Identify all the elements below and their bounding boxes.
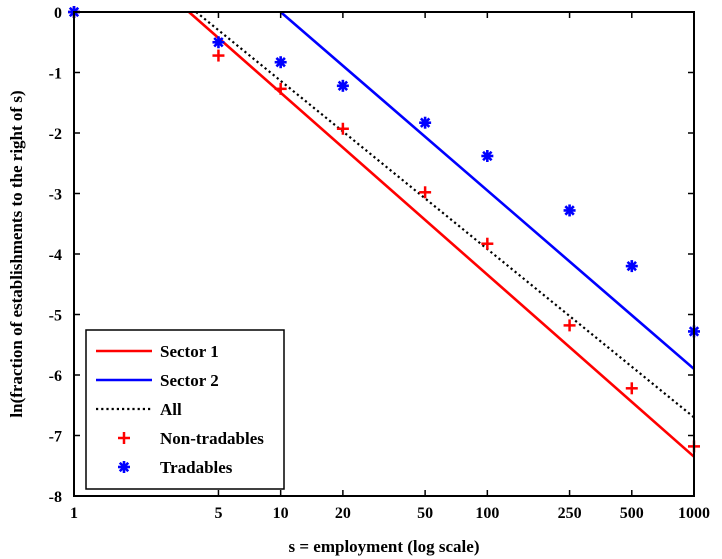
marker-stroke-3 (213, 37, 224, 48)
y-tick-label: -7 (49, 429, 62, 446)
marker-stroke-3 (564, 205, 575, 216)
x-tick-label: 250 (558, 505, 582, 522)
legend: Sector 1 Sector 2 All Non-tradables Tradable… (85, 329, 285, 490)
data-point-non-tradables-7 (625, 382, 638, 395)
data-point-non-tradables-2 (274, 82, 287, 95)
y-tick-label: 0 (54, 5, 62, 22)
x-tick-label: 100 (475, 505, 499, 522)
legend-marker-stroke-3 (118, 461, 130, 473)
x-axis-title: s = employment (log scale) (289, 537, 480, 556)
x-tick-label: 50 (417, 505, 433, 522)
marker-stroke-3 (337, 80, 349, 91)
series-line-sector-2 (279, 12, 694, 370)
series-sector-2 (279, 12, 694, 370)
x-tick-label: 20 (335, 505, 351, 522)
y-tick-label: -4 (49, 247, 62, 264)
marker-stroke-3 (275, 57, 286, 68)
marker-stroke-3 (626, 260, 637, 272)
series-line-sector-1 (188, 12, 694, 458)
data-point-non-tradables-5 (481, 237, 494, 250)
y-axis-title: ln(fraction of establishments to the rig… (7, 90, 26, 417)
legend-swatch (118, 432, 130, 444)
data-point-non-tradables-1 (212, 49, 225, 62)
x-tick-label: 1 (70, 505, 78, 522)
legend-label: Tradables (160, 458, 233, 477)
y-tick-label: -1 (49, 66, 62, 83)
data-point-non-tradables-3 (336, 122, 349, 135)
legend-item-all: All (96, 400, 182, 419)
data-point-tradables-5 (481, 149, 494, 162)
legend-label: Sector 2 (160, 371, 219, 390)
legend-swatch (118, 461, 130, 473)
x-tick-label: 10 (273, 505, 289, 522)
marker-stroke-3 (419, 117, 431, 128)
data-point-tradables-6 (563, 204, 576, 217)
data-point-tradables-3 (336, 79, 349, 92)
legend-label: All (160, 400, 182, 419)
data-point-tradables-2 (274, 56, 287, 69)
legend-item-non-tradables: Non-tradables (118, 429, 264, 448)
legend-item-tradables: Tradables (118, 458, 233, 477)
legend-label: Non-tradables (160, 429, 264, 448)
legend-label: Sector 1 (160, 342, 219, 361)
x-tick-label: 500 (620, 505, 644, 522)
x-tick-label: 5 (214, 505, 222, 522)
data-point-non-tradables-4 (419, 186, 432, 199)
x-tick-label: 1000 (678, 505, 710, 522)
data-point-non-tradables-6 (563, 319, 576, 332)
y-tick-label: -3 (49, 187, 62, 204)
data-point-tradables-1 (212, 36, 225, 49)
axes-layer: 1 5 10 20 50 100 250 500 1000 0 -1 -2 -3 -4 -5 -6 -7 -8 (49, 5, 710, 522)
legend-item-sector-2: Sector 2 (96, 371, 219, 390)
y-tick-label: -6 (49, 368, 62, 385)
legend-item-sector-1: Sector 1 (96, 342, 219, 361)
y-tick-label: -2 (49, 126, 62, 143)
marker-stroke-3 (482, 150, 493, 162)
data-point-tradables-4 (419, 116, 432, 129)
series-sector-1 (188, 12, 694, 458)
y-tick-label: -5 (49, 308, 62, 325)
data-point-tradables-7 (625, 260, 638, 273)
y-tick-label: -8 (49, 489, 62, 506)
